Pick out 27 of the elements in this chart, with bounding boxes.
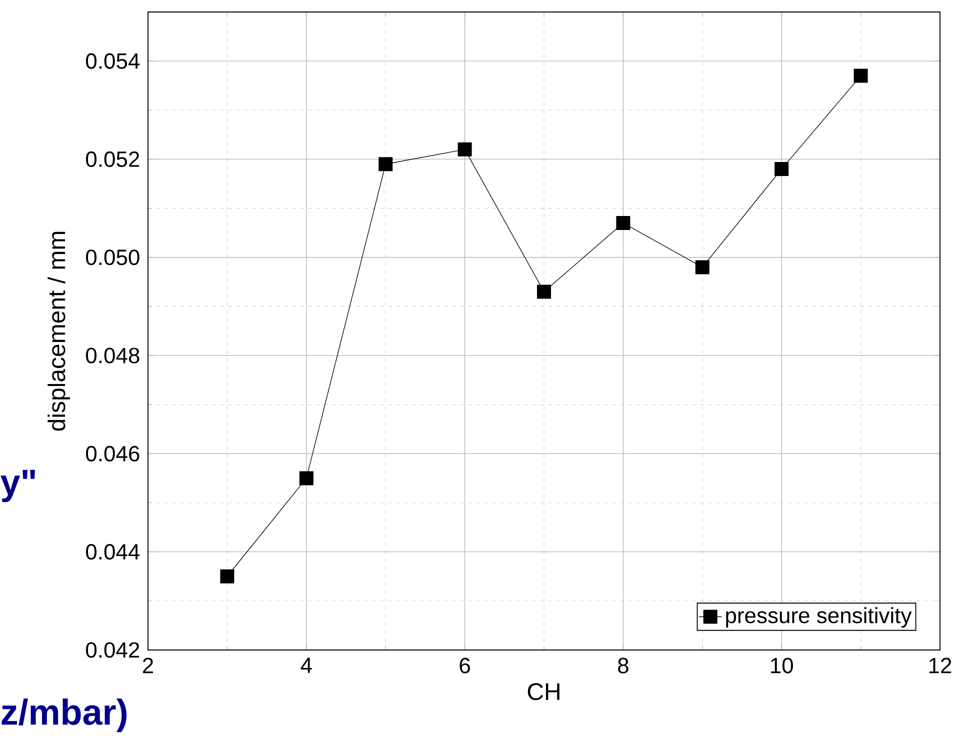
y-axis-title: displacement / mm: [48, 232, 70, 431]
point: [378, 157, 393, 172]
point: [854, 68, 868, 83]
x-tick-label: 12: [929, 658, 952, 674]
point: [458, 142, 472, 156]
y-tick-label: 0.042: [86, 642, 140, 658]
point: [695, 260, 710, 274]
y-tick-label: 0.050: [86, 250, 140, 266]
x-tick-label: 6: [460, 658, 470, 674]
x-tick-label: 10: [771, 658, 793, 674]
y-tick-label: 0.046: [86, 446, 140, 462]
point: [774, 162, 789, 176]
text: y": [0, 470, 35, 502]
text: z/mbar): [2, 698, 127, 732]
y-tick-label: 0.054: [86, 53, 140, 69]
x-tick-label: 4: [300, 658, 312, 673]
point: [220, 569, 234, 584]
x-tick-label: 2: [142, 658, 154, 674]
x-axis-title: CH: [528, 683, 560, 700]
point: [536, 284, 551, 299]
y-tick-label: 0.048: [86, 348, 140, 364]
y-tick-label: 0.052: [86, 151, 140, 168]
point: [616, 216, 630, 230]
legend-label: pressure sensitivity: [726, 607, 912, 628]
y-tick-label: 0.044: [86, 544, 140, 560]
point: [299, 471, 314, 486]
x-tick-label: 8: [618, 658, 628, 674]
